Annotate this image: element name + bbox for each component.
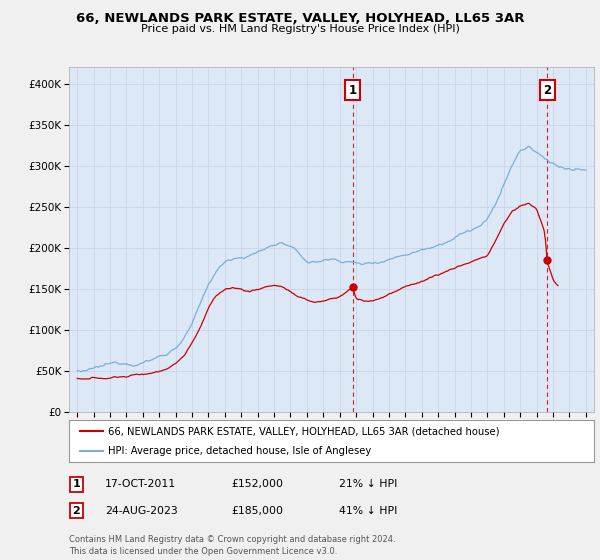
Text: 1: 1: [349, 83, 357, 97]
Text: 2: 2: [73, 506, 80, 516]
Text: 1: 1: [73, 479, 80, 489]
Text: £152,000: £152,000: [231, 479, 283, 489]
Text: 2: 2: [543, 83, 551, 97]
Text: £185,000: £185,000: [231, 506, 283, 516]
Text: 41% ↓ HPI: 41% ↓ HPI: [339, 506, 397, 516]
Text: 66, NEWLANDS PARK ESTATE, VALLEY, HOLYHEAD, LL65 3AR (detached house): 66, NEWLANDS PARK ESTATE, VALLEY, HOLYHE…: [109, 426, 500, 436]
Text: 17-OCT-2011: 17-OCT-2011: [105, 479, 176, 489]
Text: 24-AUG-2023: 24-AUG-2023: [105, 506, 178, 516]
Text: Contains HM Land Registry data © Crown copyright and database right 2024.
This d: Contains HM Land Registry data © Crown c…: [69, 535, 395, 556]
Text: 66, NEWLANDS PARK ESTATE, VALLEY, HOLYHEAD, LL65 3AR: 66, NEWLANDS PARK ESTATE, VALLEY, HOLYHE…: [76, 12, 524, 25]
Text: 21% ↓ HPI: 21% ↓ HPI: [339, 479, 397, 489]
Text: Price paid vs. HM Land Registry's House Price Index (HPI): Price paid vs. HM Land Registry's House …: [140, 24, 460, 34]
Text: HPI: Average price, detached house, Isle of Anglesey: HPI: Average price, detached house, Isle…: [109, 446, 371, 456]
